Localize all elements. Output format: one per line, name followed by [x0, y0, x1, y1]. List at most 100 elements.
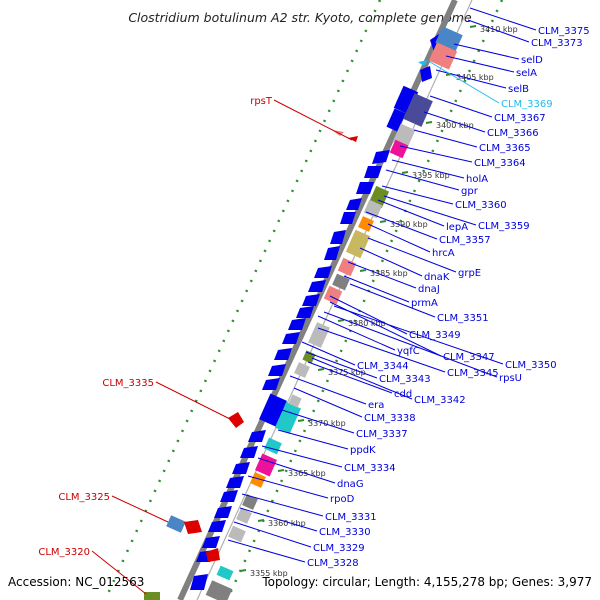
label-leader-line: [111, 495, 169, 523]
gene-label: CLM_3342: [414, 395, 466, 406]
gene-block: [302, 350, 316, 364]
gene-label: yqfC: [397, 346, 420, 357]
gene-label: CLM_3359: [478, 221, 530, 232]
gene-block: [236, 508, 252, 524]
gene-arrow: [282, 332, 300, 344]
tick-label: 3370 kbp: [308, 419, 346, 428]
gene-label: CLM_3337: [356, 429, 408, 440]
label-leader-line: [377, 199, 445, 227]
label-leader-line: [469, 7, 537, 31]
gene-arrow: [372, 150, 390, 164]
label-leader-line: [277, 429, 349, 450]
gene-label: CLM_3330: [319, 527, 371, 538]
gene-arrow: [232, 462, 250, 474]
tick-mark: [317, 368, 325, 371]
gene-block: [259, 393, 287, 427]
gene-features: [144, 26, 463, 600]
label-leader-line: [365, 211, 438, 240]
gene-arrow-reverse: [184, 520, 202, 534]
genome-backbone: [103, 0, 504, 600]
gene-block-reverse: [144, 592, 160, 600]
label-leader-line: [349, 283, 436, 318]
tick-label: 3385 kbp: [370, 269, 408, 278]
gene-label: CLM_3343: [379, 374, 431, 385]
gene-label: CLM_3335: [102, 378, 154, 389]
gene-arrow: [220, 490, 238, 502]
gene-block: [337, 257, 357, 277]
gc-dotted-ring-inner: [225, 0, 504, 600]
label-leader-line: [91, 550, 147, 595]
gene-block: [250, 472, 266, 488]
gene-label: CLM_3345: [447, 368, 499, 379]
gene-block: [294, 362, 310, 378]
gene-label: CLM_3334: [344, 463, 396, 474]
label-leader-line: [383, 195, 477, 226]
label-leader-line: [343, 275, 410, 303]
gc-dotted-ring: [103, 0, 382, 600]
gene-block: [274, 401, 302, 435]
gene-label: selD: [521, 55, 543, 66]
gene-label: gpr: [461, 186, 479, 197]
gene-block: [264, 437, 282, 455]
gene-label: CLM_3373: [531, 38, 583, 49]
gene-arrow: [190, 574, 208, 590]
gene-label: CLM_3357: [439, 235, 491, 246]
label-leader-line: [453, 43, 520, 60]
gene-arrow: [202, 536, 220, 548]
gene-block: [228, 525, 246, 543]
label-leader-line: [381, 185, 454, 205]
scale-ticks: 3410 kbp 3405 kbp 3400 kbp 3395 kbp 3390 kbp…: [239, 25, 518, 578]
gene-arrow-reverse: [206, 548, 220, 562]
label-leader-line: [273, 99, 353, 141]
label-leader-line: [307, 361, 393, 394]
gene-label: CLM_3331: [325, 512, 377, 523]
topology-text: Topology: circular; Length: 4,155,278 bp…: [261, 575, 592, 589]
label-leader-line: [317, 315, 396, 351]
tick-label: 3405 kbp: [456, 73, 494, 82]
gene-arrow: [420, 66, 432, 82]
label-leader-line: [385, 169, 460, 191]
gene-label: CLM_3347: [443, 352, 495, 363]
gene-arrow-reverse: [228, 412, 244, 428]
gene-label: CLM_3375: [538, 26, 590, 37]
label-leader-line: [281, 409, 355, 434]
label-leader-line: [311, 357, 413, 400]
tick-label: 3395 kbp: [412, 171, 450, 180]
gene-label: era: [368, 400, 384, 411]
gene-label: rpoD: [330, 494, 355, 505]
gene-arrow: [346, 198, 362, 210]
tick-mark: [239, 569, 247, 572]
label-leader-line: [247, 475, 329, 499]
label-leader-line: [399, 145, 473, 163]
gene-label: CLM_3320: [38, 547, 90, 558]
gene-label: dnaJ: [418, 284, 440, 295]
gene-label: CLM_3328: [307, 558, 359, 569]
tick-mark: [469, 25, 477, 28]
gene-arrow: [364, 166, 382, 178]
gene-arrow-highlight: [418, 60, 428, 66]
tick-mark: [401, 171, 409, 174]
map-title: Clostridium botulinum A2 str. Kyoto, com…: [128, 10, 472, 25]
gene-label: selA: [516, 68, 537, 79]
gene-block: [288, 394, 302, 408]
gene-label: rpsU: [499, 373, 522, 384]
gene-arrow: [226, 476, 244, 488]
label-leader-line: [347, 261, 417, 289]
label-leader-line: [413, 129, 478, 148]
label-leader-line: [333, 305, 504, 365]
gene-label: lepA: [446, 222, 468, 233]
gene-label: grpE: [458, 268, 481, 279]
tick-mark: [425, 121, 433, 124]
gene-block: [205, 580, 233, 600]
tick-mark: [277, 469, 285, 472]
gene-label: CLM_3338: [364, 413, 416, 424]
gene-label: CLM_3349: [409, 330, 461, 341]
gene-label: cdd: [394, 389, 412, 400]
gene-arrow: [340, 212, 356, 224]
tick-mark: [337, 319, 345, 322]
gene-block: [363, 199, 383, 219]
gene-arrow: [302, 294, 320, 306]
gene-label: CLM_3329: [313, 543, 365, 554]
